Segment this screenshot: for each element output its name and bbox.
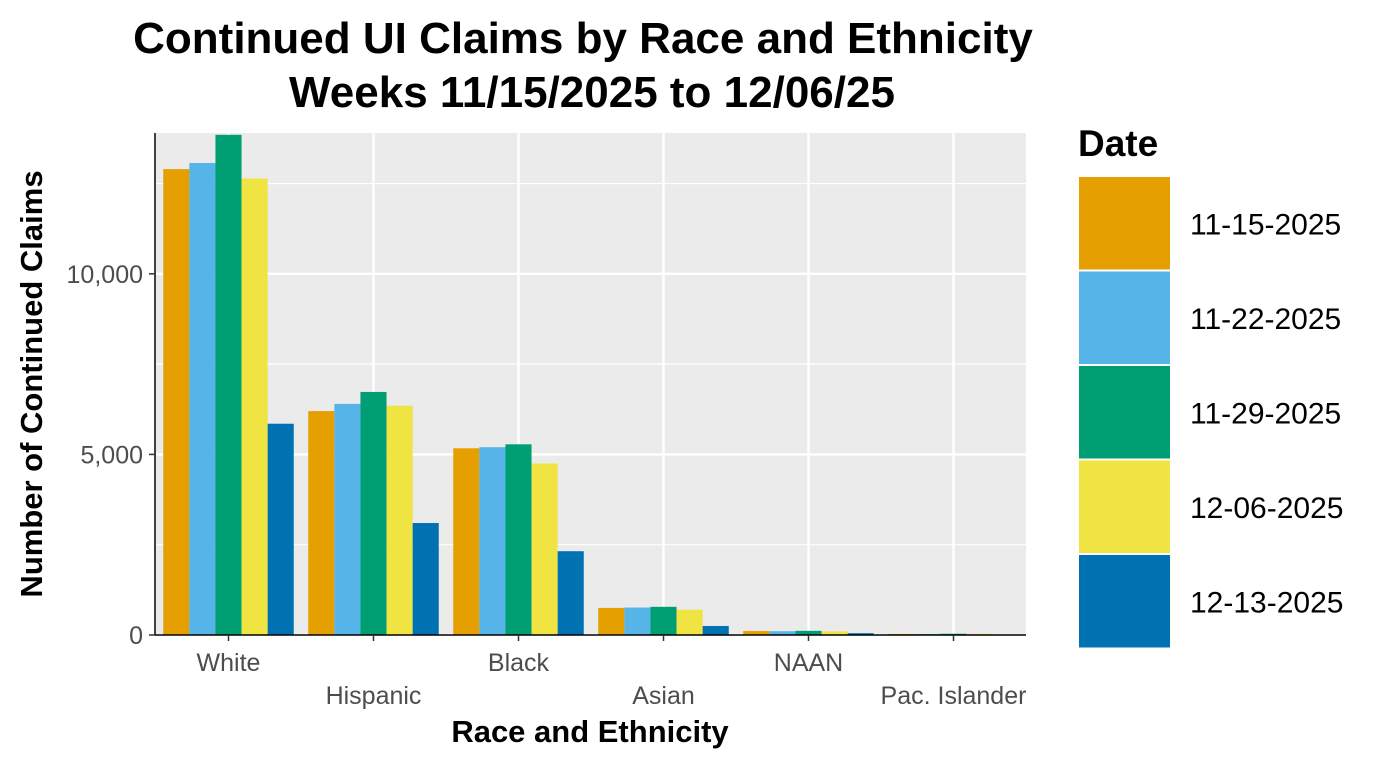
y-axis-ticks: 0 5,000 10,000 bbox=[67, 261, 155, 650]
chart-subtitle: Weeks 11/15/2025 to 12/06/25 bbox=[289, 68, 895, 117]
bar bbox=[821, 631, 848, 635]
x-tick-label: Black bbox=[488, 649, 550, 677]
bar bbox=[743, 631, 770, 635]
legend-swatch bbox=[1077, 175, 1172, 272]
bar bbox=[795, 630, 822, 635]
y-tick-label: 10,000 bbox=[67, 261, 143, 289]
bar bbox=[215, 134, 242, 635]
bar bbox=[505, 444, 532, 635]
bar bbox=[598, 607, 625, 635]
bar bbox=[241, 178, 268, 635]
legend: Date 11-15-2025 11-22-2025 11-29-2025 12-06… bbox=[1077, 123, 1343, 650]
y-tick-label: 5,000 bbox=[80, 441, 143, 469]
legend-swatch bbox=[1077, 553, 1172, 650]
x-tick-label: NAAN bbox=[774, 649, 843, 677]
bar bbox=[847, 633, 874, 635]
bar bbox=[360, 391, 387, 635]
bars bbox=[163, 134, 1019, 636]
legend-label: 11-15-2025 bbox=[1190, 208, 1341, 241]
bar bbox=[557, 551, 584, 635]
bar bbox=[453, 448, 480, 635]
x-axis-title: Race and Ethnicity bbox=[451, 714, 729, 749]
bar bbox=[531, 463, 558, 635]
legend-label: 12-13-2025 bbox=[1190, 586, 1343, 619]
bar bbox=[163, 169, 190, 635]
legend-label: 11-29-2025 bbox=[1190, 397, 1341, 430]
x-tick-label: Hispanic bbox=[326, 682, 422, 710]
bar bbox=[769, 631, 796, 635]
grid-lines bbox=[156, 133, 1026, 637]
legend-swatch bbox=[1077, 458, 1172, 555]
bar bbox=[650, 606, 677, 635]
x-axis-ticks: White Hispanic Black Asian NAAN Pac. Islander bbox=[197, 635, 1027, 710]
legend-swatch bbox=[1077, 364, 1172, 461]
bar bbox=[412, 523, 439, 635]
chart-title: Continued UI Claims by Race and Ethnicit… bbox=[133, 14, 1033, 63]
x-tick-label: Asian bbox=[632, 682, 695, 710]
bar bbox=[386, 405, 413, 635]
plot-panel bbox=[156, 133, 1026, 635]
bar bbox=[702, 625, 729, 635]
y-tick-label: 0 bbox=[129, 622, 143, 650]
x-tick-label: White bbox=[197, 649, 261, 677]
bar bbox=[267, 423, 294, 635]
bar bbox=[676, 609, 703, 635]
bar bbox=[334, 403, 361, 635]
legend-title: Date bbox=[1078, 123, 1158, 164]
legend-label: 11-22-2025 bbox=[1190, 303, 1341, 336]
y-axis-title: Number of Continued Claims bbox=[14, 170, 49, 597]
x-tick-label: Pac. Islander bbox=[881, 682, 1027, 710]
legend-label: 12-06-2025 bbox=[1190, 492, 1343, 525]
bar bbox=[189, 162, 216, 636]
bar bbox=[308, 411, 335, 635]
bar bbox=[479, 447, 506, 635]
bar bbox=[624, 607, 651, 635]
legend-swatch bbox=[1077, 269, 1172, 366]
